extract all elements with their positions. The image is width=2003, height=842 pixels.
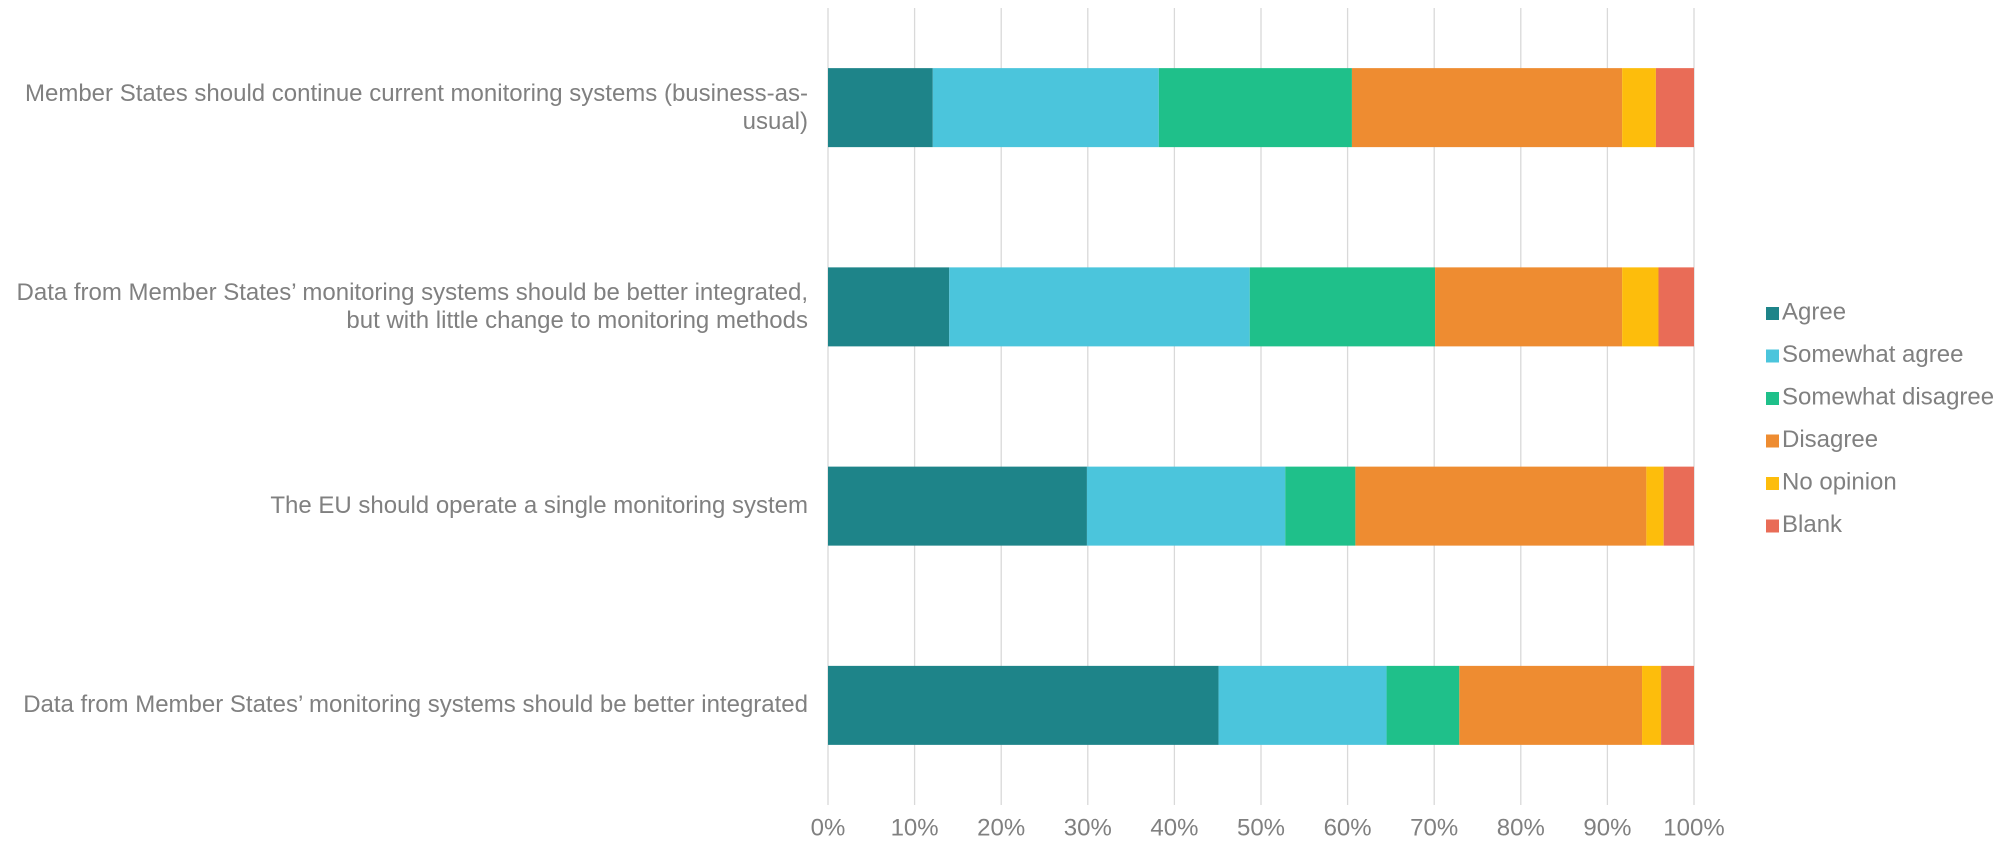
x-tick-label: 80%	[1497, 814, 1545, 841]
category-label: Data from Member States’ monitoring syst…	[16, 278, 808, 334]
legend-swatch	[1766, 307, 1779, 320]
category-label: Data from Member States’ monitoring syst…	[23, 691, 808, 719]
x-tick-label: 90%	[1583, 814, 1631, 841]
legend-swatch	[1766, 519, 1779, 533]
x-tick-label: 100%	[1663, 814, 1724, 841]
bar-segment	[1622, 267, 1659, 347]
bar-segment	[1622, 68, 1656, 148]
category-label: The EU should operate a single monitorin…	[270, 492, 808, 520]
bar-segment	[1646, 466, 1664, 546]
legend-swatch	[1766, 477, 1779, 490]
bar-segment	[1663, 466, 1694, 546]
legend-swatch	[1766, 349, 1779, 363]
bar-segment	[1158, 68, 1352, 148]
x-tick-label: 20%	[977, 814, 1025, 841]
bar-segment	[1435, 267, 1623, 347]
bar-segment	[828, 665, 1219, 745]
x-tick-label: 70%	[1410, 814, 1458, 841]
bar-segment	[828, 466, 1087, 546]
legend-label: Agree	[1782, 298, 1846, 325]
legend-swatch	[1766, 434, 1779, 448]
bar-segment	[949, 267, 1250, 347]
bar-segment	[1355, 466, 1647, 546]
x-tick-label: 60%	[1324, 814, 1372, 841]
x-tick-label: 0%	[811, 814, 846, 841]
bar-segment	[932, 68, 1159, 148]
x-tick-label: 30%	[1064, 814, 1112, 841]
bar-segment	[1218, 665, 1387, 745]
bar-segment	[1086, 466, 1286, 546]
legend-label: Somewhat disagree	[1782, 383, 1994, 410]
bar-segment	[1642, 665, 1662, 745]
bar-segment	[1351, 68, 1623, 148]
category-label: Member States should continue current mo…	[25, 79, 808, 135]
bar-segment	[1459, 665, 1643, 745]
bar-segment	[1661, 665, 1694, 745]
x-tick-label: 10%	[891, 814, 939, 841]
bar-segment	[1285, 466, 1356, 546]
legend-label: No opinion	[1782, 468, 1897, 495]
legend-label: Somewhat agree	[1782, 341, 1963, 368]
legend-label: Blank	[1782, 511, 1843, 538]
x-tick-label: 40%	[1150, 814, 1198, 841]
x-tick-label: 50%	[1237, 814, 1285, 841]
legend-label: Disagree	[1782, 426, 1878, 453]
bar-segment	[1655, 68, 1694, 148]
bar-segment	[1386, 665, 1460, 745]
bar-segment	[1249, 267, 1436, 347]
legend-swatch	[1766, 392, 1779, 405]
bar-segment	[828, 267, 950, 347]
bar-segment	[1658, 267, 1694, 347]
bar-segment	[828, 68, 933, 148]
